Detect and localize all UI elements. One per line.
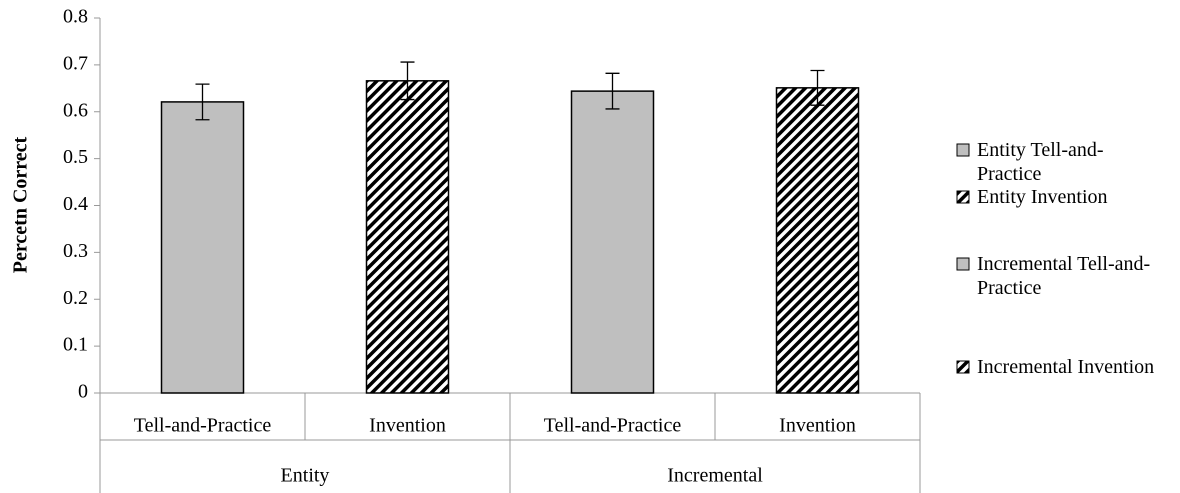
legend-label: Incremental Invention — [977, 356, 1155, 378]
legend-label: Incremental Tell-and-Practice — [977, 253, 1151, 299]
legend-swatch — [956, 257, 970, 271]
y-tick-label: 0.1 — [63, 334, 88, 356]
y-axis-label: Percetn Correct — [10, 136, 32, 273]
group-label: Incremental — [667, 465, 763, 487]
x-tick-label: Invention — [369, 415, 446, 437]
y-tick-label: 0.6 — [63, 99, 88, 121]
bar — [160, 101, 245, 394]
x-tick-label: Invention — [779, 415, 856, 437]
error-bar — [195, 83, 210, 121]
error-bar — [810, 69, 825, 106]
y-tick-label: 0.7 — [63, 52, 88, 74]
bar — [365, 80, 450, 394]
legend-label: Entity Tell-and-Practice — [977, 139, 1104, 185]
x-tick-label: Tell-and-Practice — [544, 415, 682, 437]
error-bar — [400, 61, 415, 101]
y-tick-label: 0.8 — [63, 6, 88, 28]
legend-swatch — [956, 143, 970, 157]
bar — [570, 90, 655, 394]
bar — [775, 87, 860, 394]
group-label: Entity — [281, 465, 330, 487]
legend-label: Entity Invention — [977, 186, 1108, 208]
y-tick-label: 0.5 — [63, 146, 88, 168]
legend-swatch — [956, 360, 970, 374]
error-bar — [605, 72, 620, 110]
y-tick-label: 0.3 — [63, 240, 88, 262]
y-tick-label: 0 — [78, 381, 88, 403]
x-tick-label: Tell-and-Practice — [134, 415, 272, 437]
y-tick-label: 0.2 — [63, 287, 88, 309]
y-tick-label: 0.4 — [63, 193, 88, 215]
legend-swatch — [956, 190, 970, 204]
